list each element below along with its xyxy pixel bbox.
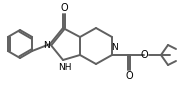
Text: NH: NH: [58, 64, 72, 73]
Text: O: O: [60, 3, 68, 13]
Text: N: N: [43, 40, 49, 49]
Text: O: O: [125, 71, 133, 81]
Text: N: N: [112, 43, 118, 51]
Text: O: O: [140, 50, 148, 60]
